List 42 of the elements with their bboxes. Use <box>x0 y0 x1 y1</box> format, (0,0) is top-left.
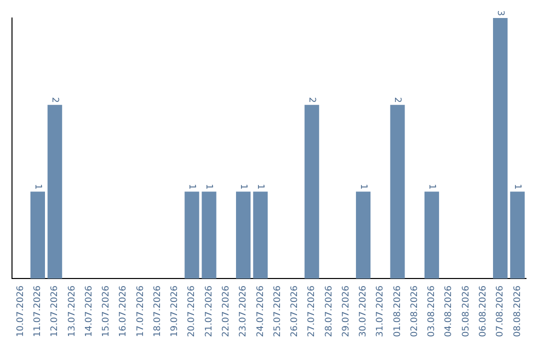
x-tick-label: 21.07.2026 <box>204 285 214 337</box>
data-label: 1 <box>426 184 436 190</box>
data-label: 1 <box>186 184 197 190</box>
x-tick-label: 13.07.2026 <box>67 285 78 337</box>
x-tick-label: 07.08.2026 <box>496 285 506 337</box>
x-tick-label: 27.07.2026 <box>307 285 318 337</box>
x-tick-label: 25.07.2026 <box>272 285 283 337</box>
x-tick-label: 11.07.2026 <box>33 285 44 337</box>
x-tick-label: 20.07.2026 <box>187 285 198 337</box>
x-tick-label: 01.08.2026 <box>392 285 403 337</box>
x-tick-label: 22.07.2026 <box>222 285 232 337</box>
x-tick-label: 29.07.2026 <box>341 285 352 337</box>
data-label: 2 <box>392 97 402 103</box>
x-tick-label: 24.07.2026 <box>256 285 266 337</box>
data-label: 1 <box>255 184 266 190</box>
x-tick-label: 10.07.2026 <box>16 285 26 337</box>
data-label: 1 <box>512 184 522 190</box>
x-tick-label: 19.07.2026 <box>170 285 180 337</box>
x-tick-label: 02.08.2026 <box>410 285 420 337</box>
data-label: 1 <box>238 184 248 190</box>
data-label: 2 <box>306 97 316 103</box>
x-tick-label: 04.08.2026 <box>444 285 454 337</box>
x-tick-label: 30.07.2026 <box>358 285 369 337</box>
x-tick-label: 26.07.2026 <box>290 285 300 337</box>
x-tick-label: 16.07.2026 <box>118 285 129 337</box>
data-label: 1 <box>32 184 42 190</box>
x-tick-label: 06.08.2026 <box>478 285 489 337</box>
data-label: 1 <box>358 184 368 190</box>
x-tick-label: 05.08.2026 <box>461 285 472 337</box>
x-tick-label: 08.08.2026 <box>512 285 523 337</box>
x-tick-label: 31.07.2026 <box>376 285 386 337</box>
x-tick-label: 18.07.2026 <box>152 285 163 337</box>
x-tick-label: 14.07.2026 <box>84 285 94 337</box>
x-tick-label: 15.07.2026 <box>102 285 112 337</box>
x-tick-label: 23.07.2026 <box>238 285 249 337</box>
x-tick-label: 12.07.2026 <box>50 285 60 337</box>
data-label: 3 <box>494 10 505 16</box>
x-tick-label: 03.08.2026 <box>427 285 438 337</box>
data-label: 1 <box>204 184 214 190</box>
data-label: 2 <box>49 97 60 103</box>
x-tick-label: 17.07.2026 <box>136 285 146 337</box>
x-tick-label: 28.07.2026 <box>324 285 334 337</box>
